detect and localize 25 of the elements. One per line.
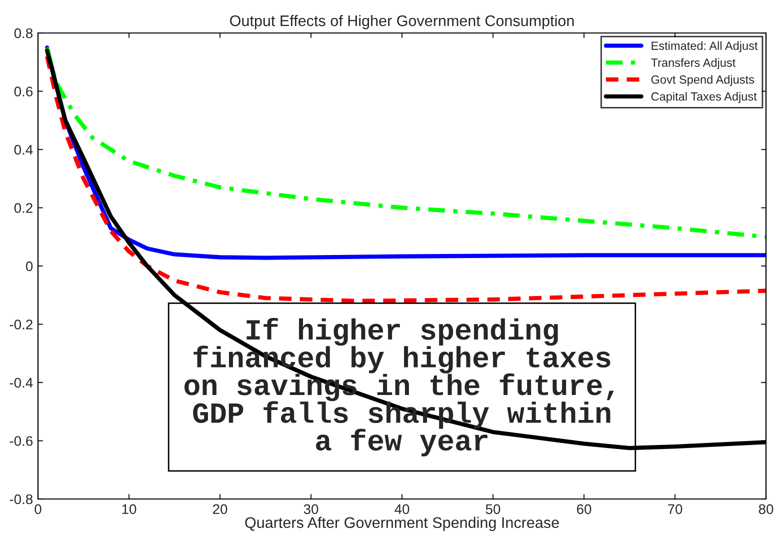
x-tick-label: 20 — [212, 504, 228, 514]
y-tick-label: 0.2 — [14, 203, 32, 213]
x-tick-label: 60 — [576, 504, 592, 514]
x-tick-label: 30 — [304, 504, 318, 514]
line-series — [45, 54, 766, 304]
y-tick-label: 0.6 — [14, 86, 33, 96]
x-axis-title: Quarters After Government Spending Increase — [245, 516, 559, 532]
legend-label: Transfers Adjust — [651, 58, 736, 70]
x-tick-label: 70 — [668, 504, 682, 514]
legend-label: Govt Spend Adjusts — [651, 75, 754, 86]
y-tick-label: 0 — [26, 261, 33, 272]
x-tick-label: 0 — [34, 504, 42, 514]
y-tick-label: 0.4 — [14, 144, 33, 155]
y-tick-label: 0.8 — [14, 28, 33, 38]
x-tick-label: 10 — [122, 504, 136, 514]
x-tick-label: 80 — [758, 504, 774, 514]
x-tick-label: 40 — [394, 504, 410, 514]
legend-label: Estimated: All Adjust — [652, 41, 758, 52]
x-tick-label: 50 — [486, 504, 500, 514]
chart-title: Output Effects of Higher Government Consumption — [230, 14, 574, 30]
legend-label: Capital Taxes Adjust — [651, 92, 757, 103]
y-tick-label: -0.2 — [10, 320, 32, 330]
y-tick-label: -0.4 — [10, 378, 33, 388]
y-tick-label: -0.8 — [10, 494, 33, 504]
y-tick-label: -0.6 — [10, 436, 33, 446]
